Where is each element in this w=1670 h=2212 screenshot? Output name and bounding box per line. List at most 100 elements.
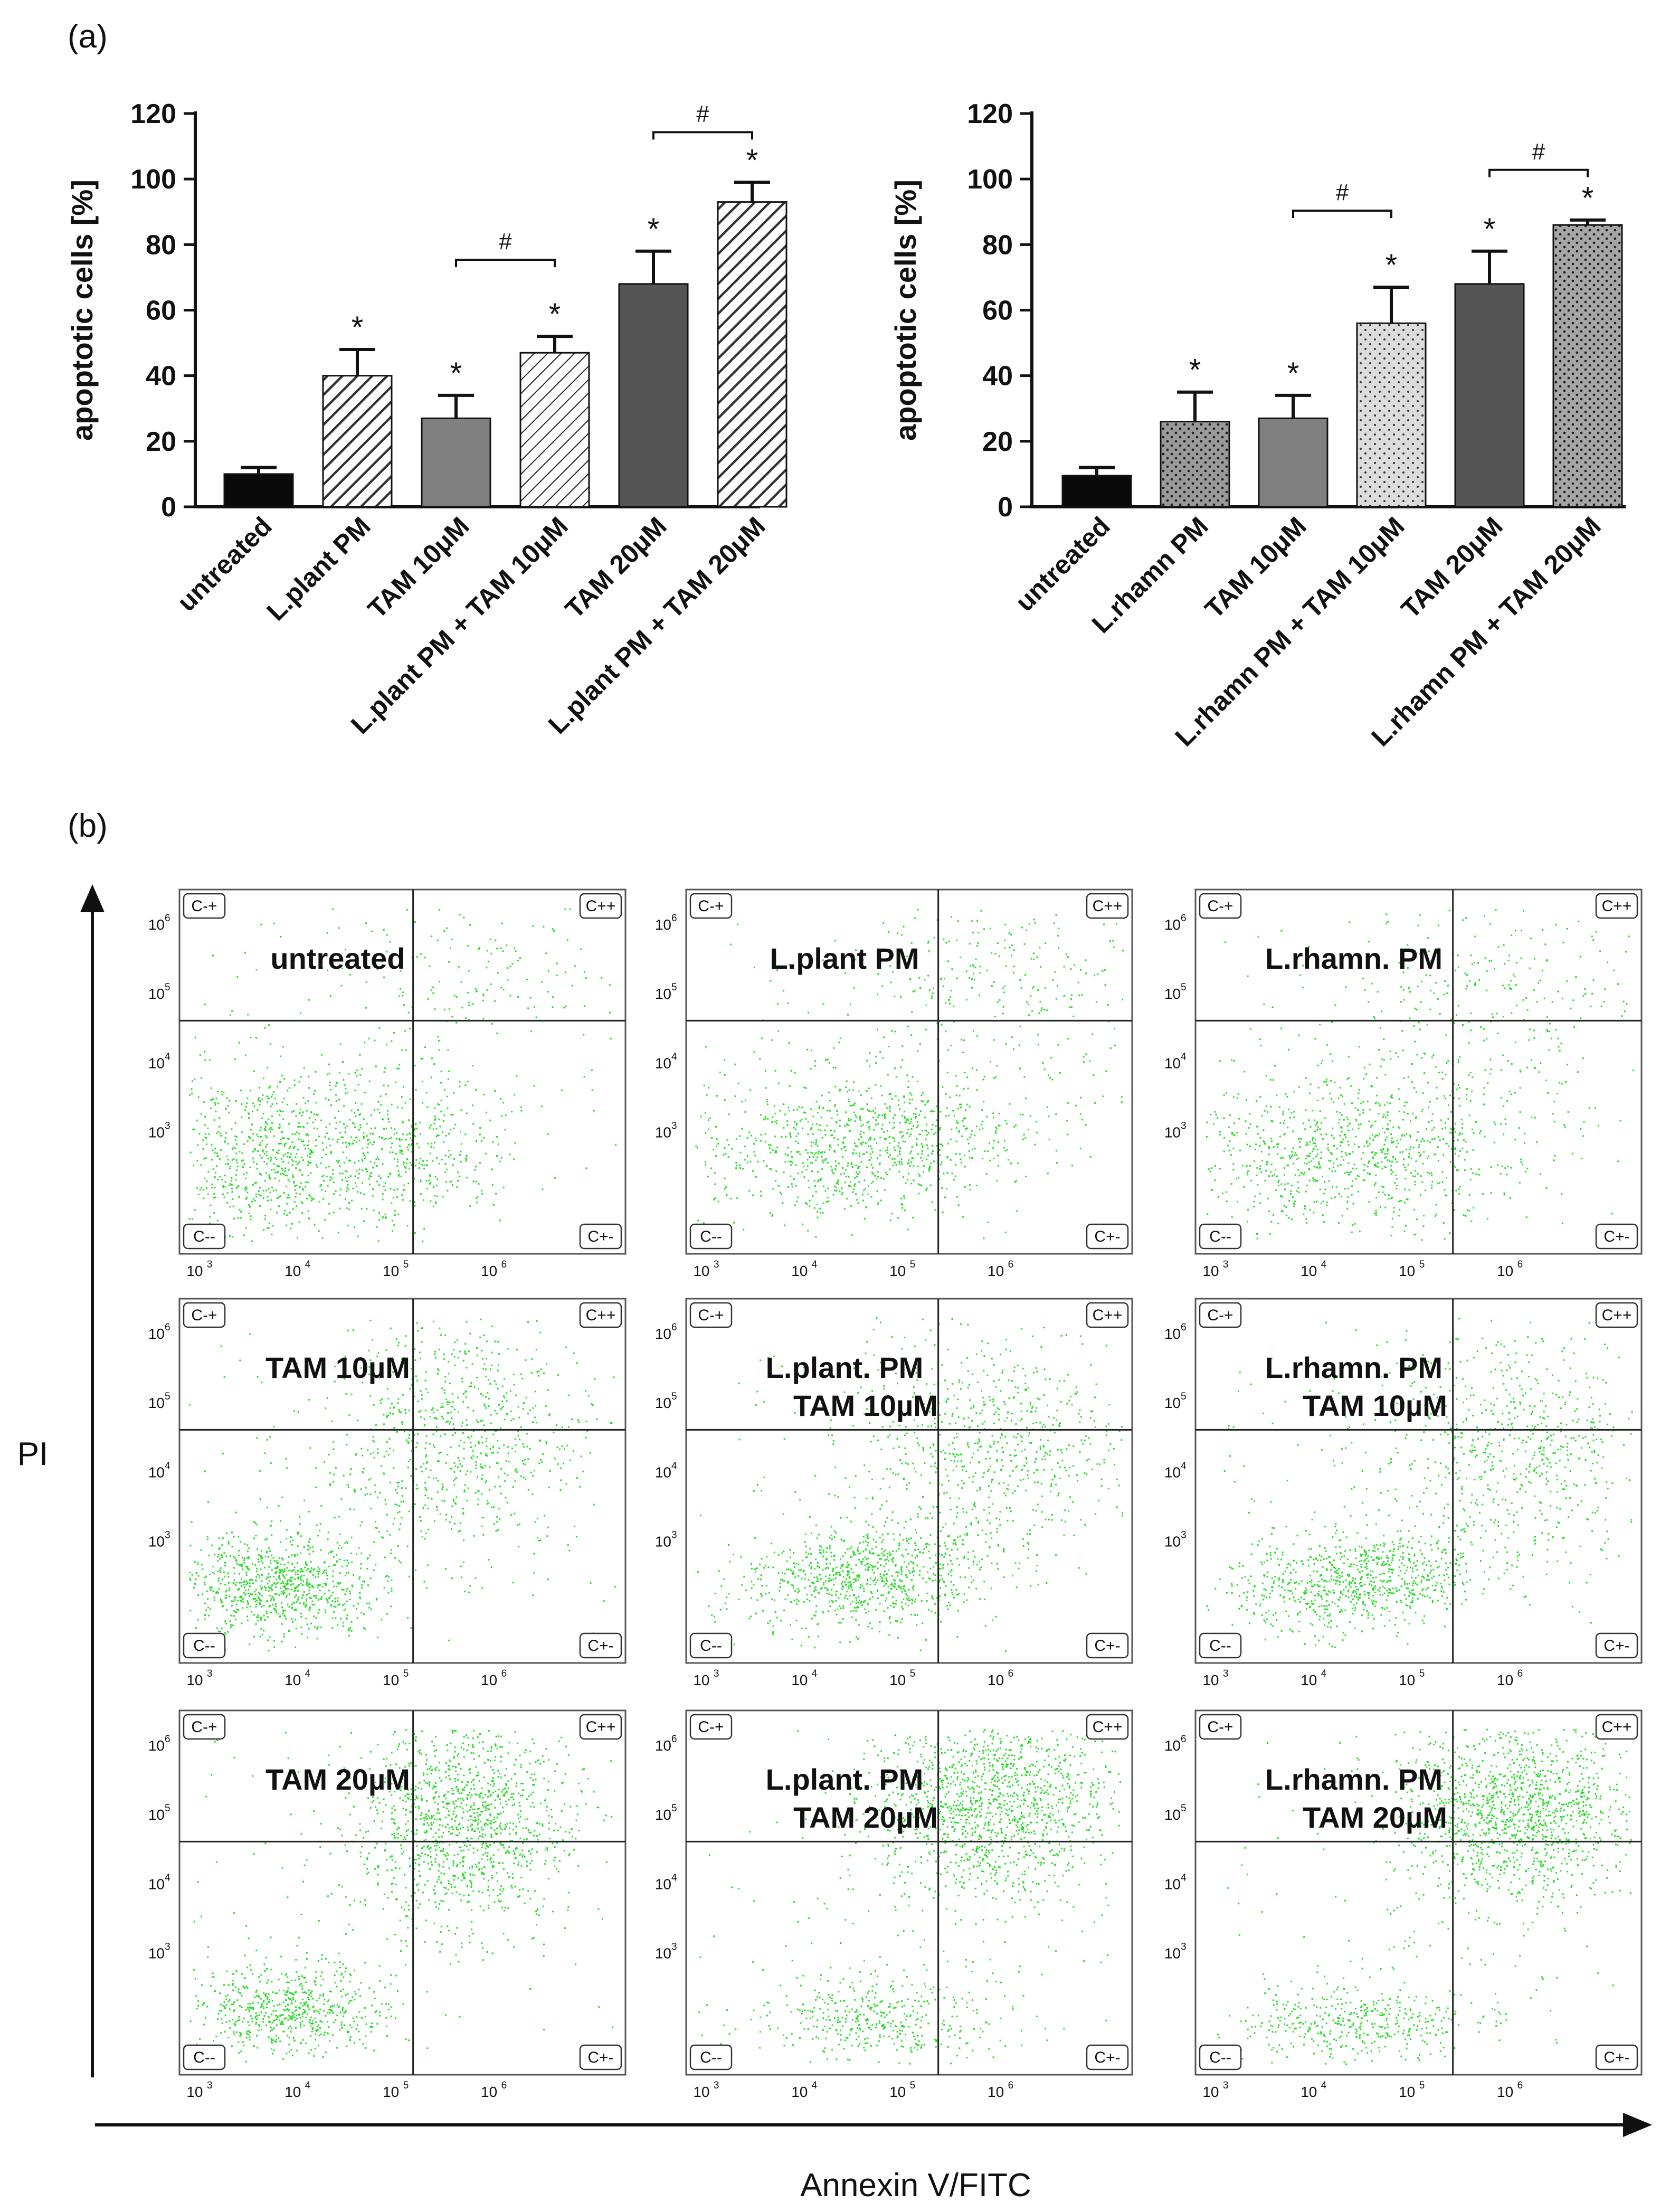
y-tick-label: 100 [130, 164, 176, 195]
quadrant-label-tr: C++ [1602, 897, 1632, 915]
y-tick-exponent: 4 [165, 1872, 170, 1883]
quadrant-label-br-box [579, 2044, 622, 2071]
quadrant-label-bl: C-- [193, 1228, 215, 1245]
bar [1061, 475, 1132, 508]
x-tick-label: 10 [791, 1672, 808, 1688]
x-tick-label: 10 [1301, 1672, 1317, 1688]
quadrant-label-tl-box [183, 1302, 226, 1328]
significance-star: * [648, 212, 660, 247]
significance-star: * [1386, 248, 1398, 282]
y-tick-label: 100 [967, 164, 1013, 195]
y-tick-exponent: 6 [1181, 1322, 1187, 1333]
category-label: untreated [1010, 511, 1116, 617]
y-tick-exponent: 5 [165, 1803, 170, 1814]
quadrant-label-bl: C-- [193, 1637, 215, 1655]
y-tick-label: 10 [148, 1055, 165, 1071]
quadrant-label-br: C+- [1094, 2049, 1120, 2066]
y-tick-exponent: 4 [1181, 1872, 1187, 1883]
y-tick-label: 10 [655, 986, 671, 1002]
bar [717, 201, 787, 508]
y-tick-exponent: 4 [165, 1051, 170, 1062]
y-tick-exponent: 3 [671, 1941, 677, 1952]
y-tick-label: 10 [655, 1876, 671, 1892]
x-tick-label: 10 [693, 2084, 709, 2100]
y-tick-label: 10 [655, 1124, 671, 1140]
quadrant-label-tr: C++ [586, 1718, 616, 1736]
x-tick-label: 10 [889, 2084, 906, 2100]
bar [223, 473, 294, 508]
x-tick-label: 10 [791, 2084, 808, 2100]
bracket-label: # [1336, 179, 1349, 205]
y-tick-exponent: 6 [1181, 1734, 1187, 1745]
quadrant-label-br: C+- [1094, 1228, 1120, 1245]
y-tick-label: 10 [148, 1124, 165, 1140]
y-tick-label: 10 [1164, 1533, 1181, 1549]
x-tick-exponent: 4 [812, 1259, 818, 1270]
plot-title-line: L.rhamn. PM [1265, 1351, 1443, 1384]
x-tick-label: 10 [1301, 1263, 1317, 1279]
flow-plot: C-+ C++C-- C+-10 3 10 4 10 5 10 610 610 510 410 3L.pl… [655, 1298, 1133, 1688]
quadrant-label-br: C+- [1603, 1637, 1629, 1655]
x-tick-label: 10 [186, 1672, 203, 1688]
x-tick-exponent: 3 [1223, 1259, 1229, 1270]
pi-axis-title: PI [17, 1436, 49, 1472]
x-tick-exponent: 5 [910, 1259, 916, 1270]
y-tick-exponent: 3 [1181, 1120, 1187, 1131]
y-tick-label: 10 [1164, 1395, 1181, 1411]
y-tick-exponent: 6 [1181, 913, 1187, 924]
quadrant-label-tl: C-+ [191, 897, 217, 915]
y-tick-label: 0 [161, 492, 176, 523]
quadrant-label-tr-box [1086, 1714, 1129, 1740]
x-tick-label: 10 [988, 1263, 1004, 1279]
quadrant-label-tr-box [1086, 1302, 1129, 1328]
x-tick-exponent: 5 [1419, 2080, 1425, 2091]
quadrant-label-tl-box [183, 893, 226, 919]
quadrant-label-br: C+- [587, 1228, 613, 1245]
quadrant-label-tr: C++ [1093, 897, 1123, 915]
significance-star: * [1189, 353, 1201, 387]
y-tick-exponent: 6 [165, 1322, 170, 1333]
quadrant-label-tr: C++ [1093, 1718, 1123, 1736]
y-tick-label: 20 [146, 427, 176, 457]
x-tick-label: 10 [988, 1672, 1004, 1688]
panel-a-label: (a) [68, 18, 108, 55]
x-tick-exponent: 6 [1008, 2080, 1014, 2091]
y-axis-label: apoptotic cells [%] [889, 179, 922, 441]
annexin-axis-arrow [95, 2113, 1652, 2137]
x-tick-label: 10 [791, 1263, 808, 1279]
plot-title-line: L.rhamn. PM [1265, 942, 1443, 975]
y-tick-label: 0 [998, 492, 1013, 523]
quadrant-label-tr-box [579, 1714, 622, 1740]
flow-plot: C-+ C++C-- C+-10 3 10 4 10 5 10 610 610 510 410 3L.rh… [1164, 888, 1643, 1279]
y-tick-label: 10 [1164, 1464, 1181, 1480]
bar [1552, 224, 1623, 508]
significance-bracket [455, 259, 556, 268]
quadrant-label-tr: C++ [586, 897, 616, 915]
x-tick-label: 10 [1497, 1672, 1513, 1688]
flow-plot: C-+ C++C-- C+-10 3 10 4 10 5 10 610 610 510 410 3TAM … [148, 1298, 627, 1688]
quadrant-label-tl-box [689, 1714, 733, 1740]
scatter-dots [698, 1729, 1121, 2065]
quadrant-label-bl: C-- [700, 2049, 722, 2066]
quadrant-label-tl: C-+ [698, 1718, 724, 1736]
quadrant-label-tr: C++ [1602, 1718, 1632, 1736]
bar [1258, 417, 1329, 508]
x-tick-exponent: 6 [1517, 2080, 1523, 2091]
quadrant-label-tl-box [1199, 893, 1242, 919]
y-tick-label: 10 [148, 1395, 165, 1411]
x-tick-label: 10 [1497, 1263, 1513, 1279]
x-tick-label: 10 [186, 1263, 203, 1279]
plot-frame [685, 1298, 1133, 1664]
x-tick-label: 10 [988, 2084, 1004, 2100]
quadrant-label-tr-box [579, 1302, 622, 1328]
x-tick-label: 10 [186, 2084, 203, 2100]
bar [1160, 421, 1230, 508]
plot-title-line: L.plant. PM [766, 1763, 924, 1796]
x-tick-exponent: 6 [501, 1668, 507, 1679]
y-tick-exponent: 5 [1181, 1391, 1187, 1402]
y-tick-label: 80 [146, 230, 176, 260]
bar [618, 283, 689, 508]
quadrant-label-tl-box [689, 893, 733, 919]
x-tick-label: 10 [481, 1672, 497, 1688]
x-tick-label: 10 [693, 1263, 709, 1279]
